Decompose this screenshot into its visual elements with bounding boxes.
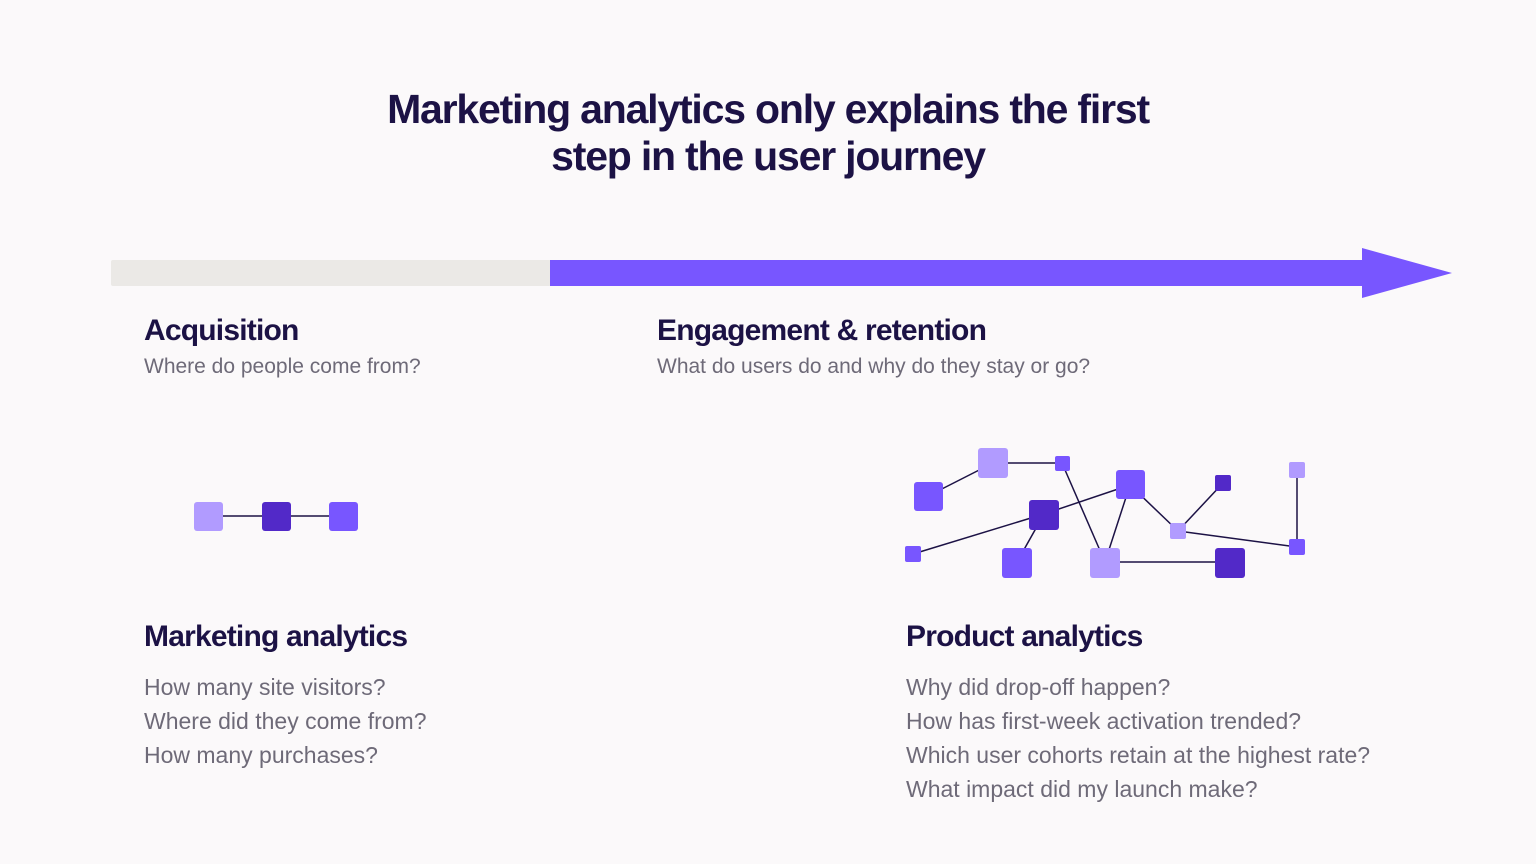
journey-arrow-grey-segment <box>111 260 551 286</box>
page-title: Marketing analytics only explains the fi… <box>0 86 1536 180</box>
marketing-analytics-title: Marketing analytics <box>144 620 408 653</box>
journey-arrow-head <box>1362 248 1452 298</box>
stage-engagement-title: Engagement & retention <box>657 314 987 347</box>
graph-node <box>1116 470 1145 499</box>
marketing-question: Where did they come from? <box>144 708 427 734</box>
graph-edge <box>1177 530 1298 548</box>
graph-node <box>1170 523 1186 539</box>
stage-acquisition-title: Acquisition <box>144 314 299 347</box>
graph-edge <box>1177 482 1224 532</box>
product-question: Which user cohorts retain at the highest… <box>906 742 1371 768</box>
title-line-1: Marketing analytics only explains the fi… <box>387 86 1150 132</box>
graph-node <box>1090 548 1120 578</box>
graph-node <box>978 448 1008 478</box>
graph-node <box>194 502 223 531</box>
graph-node <box>262 502 291 531</box>
graph-node <box>1055 456 1070 471</box>
product-questions-list: Why did drop-off happen? How has first-w… <box>906 670 1370 806</box>
graph-node <box>905 546 921 562</box>
graph-node <box>1215 548 1245 578</box>
product-question: What impact did my launch make? <box>906 776 1258 802</box>
product-analytics-title: Product analytics <box>906 620 1143 653</box>
product-question: How has first-week activation trended? <box>906 708 1302 734</box>
marketing-questions-list: How many site visitors? Where did they c… <box>144 670 427 772</box>
graph-edge <box>1061 462 1106 563</box>
graph-node <box>914 482 943 511</box>
graph-edge <box>912 513 1045 555</box>
graph-node <box>1289 539 1305 555</box>
journey-arrow <box>111 248 1452 298</box>
marketing-question: How many purchases? <box>144 742 378 768</box>
graph-node <box>1029 500 1059 530</box>
title-line-2: step in the user journey <box>551 133 986 179</box>
marketing-question: How many site visitors? <box>144 674 386 700</box>
product-question: Why did drop-off happen? <box>906 674 1171 700</box>
marketing-analytics-section: Marketing analytics How many site visito… <box>144 620 427 772</box>
graph-node <box>1215 475 1231 491</box>
stage-acquisition-subtitle: Where do people come from? <box>144 355 421 378</box>
product-analytics-section: Product analytics Why did drop-off happe… <box>906 620 1370 806</box>
stage-acquisition: Acquisition Where do people come from? <box>144 314 421 380</box>
stage-engagement: Engagement & retention What do users do … <box>657 314 1090 380</box>
graph-node <box>1002 548 1032 578</box>
journey-arrow-purple-segment <box>550 260 1370 286</box>
graph-node <box>1289 462 1305 478</box>
stage-engagement-subtitle: What do users do and why do they stay or… <box>657 355 1091 378</box>
graph-node <box>329 502 358 531</box>
